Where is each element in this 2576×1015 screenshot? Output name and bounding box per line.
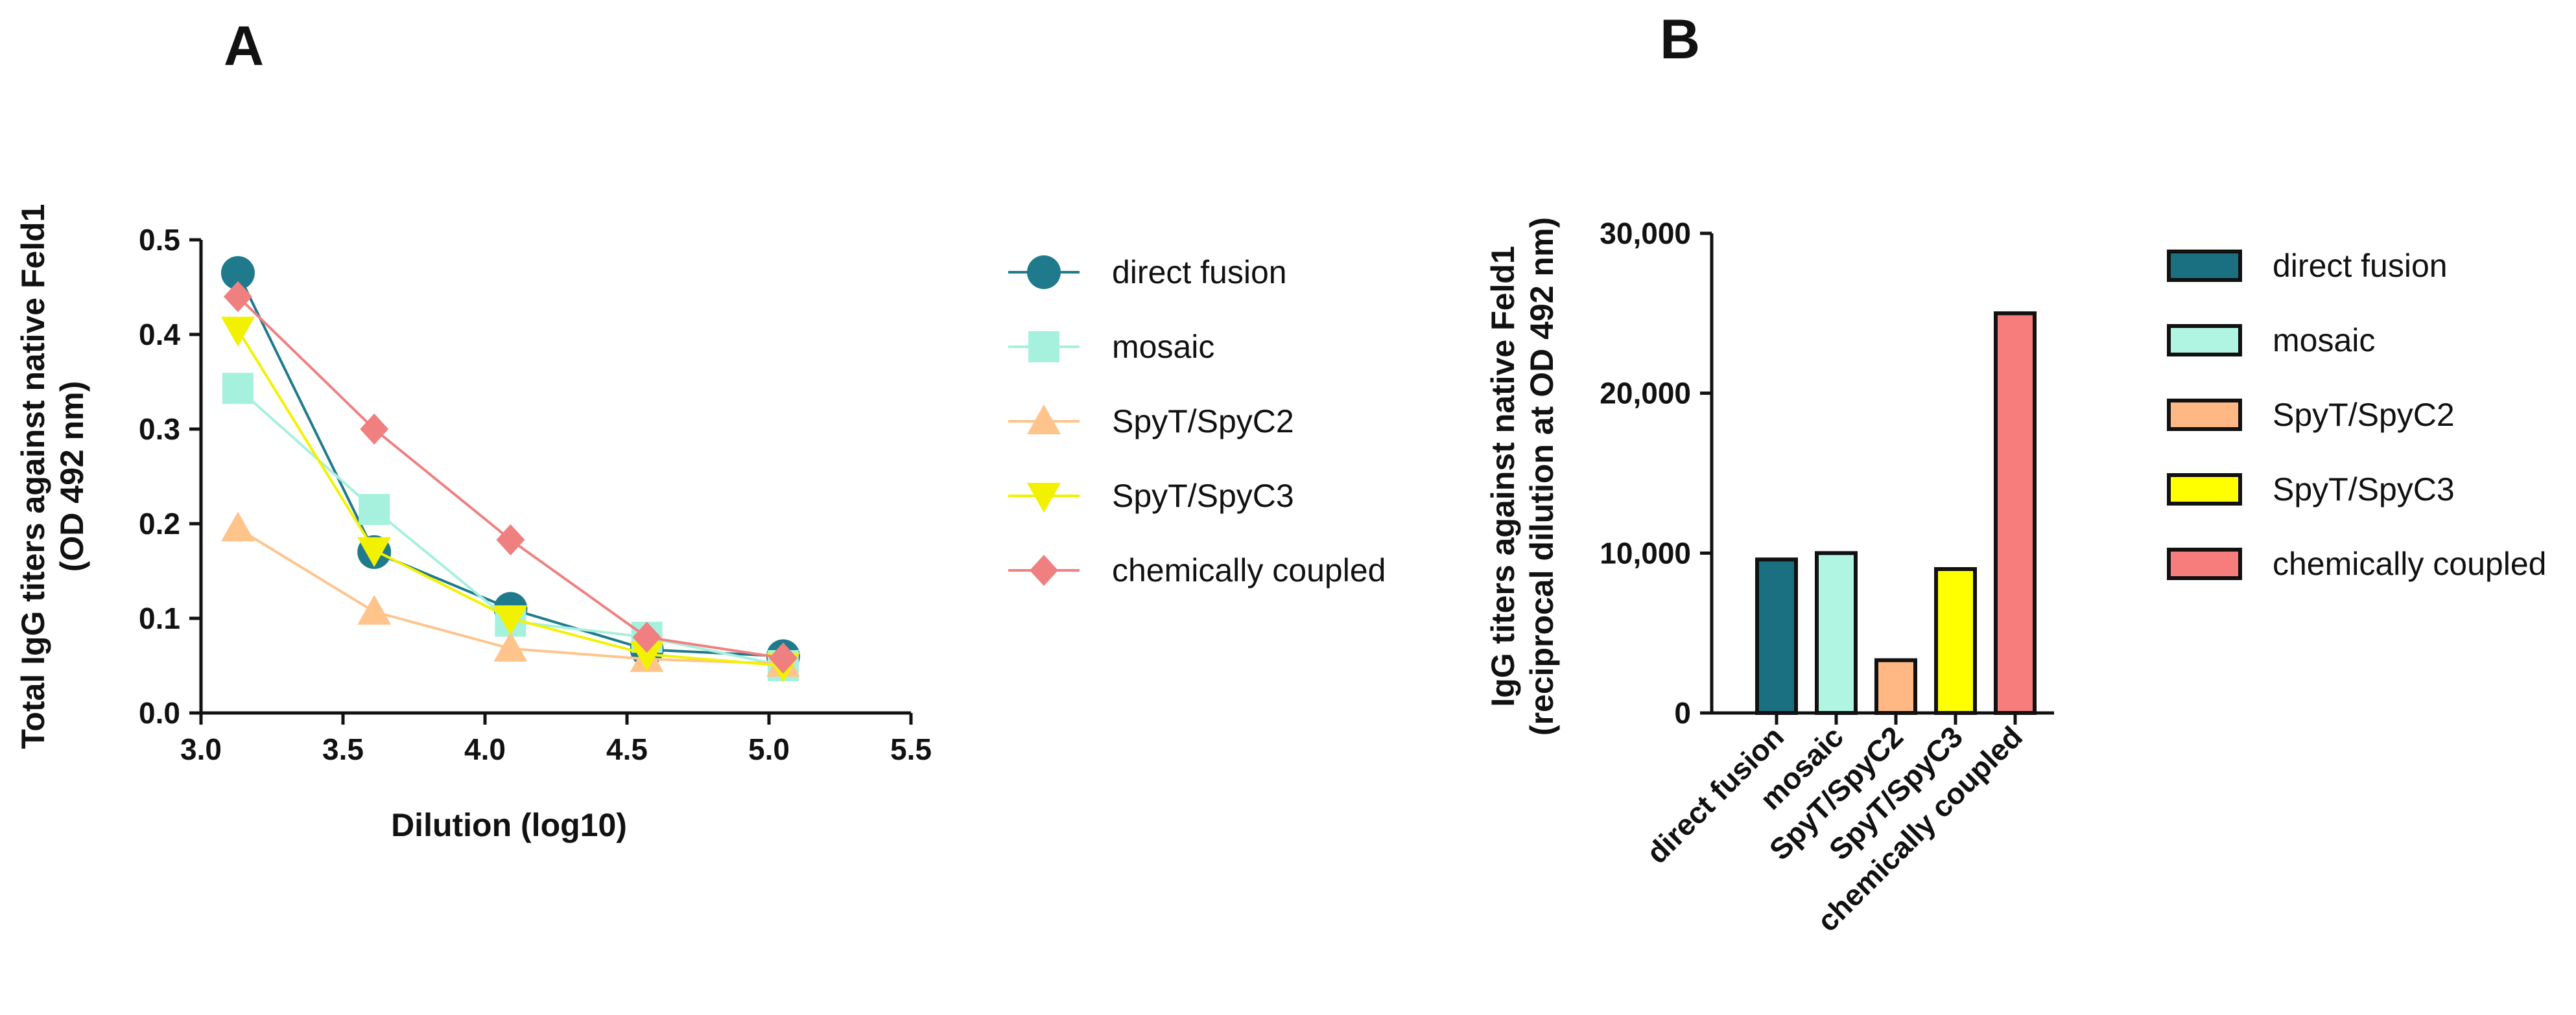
legend-item-spyt-spyc3: SpyT/SpyC3 bbox=[2167, 471, 2455, 508]
panel-a-x-tick-label: 3.0 bbox=[180, 732, 222, 766]
legend-label: direct fusion bbox=[2273, 248, 2448, 284]
legend-swatch-chemically-coupled bbox=[2167, 548, 2242, 580]
data-point-spyt-spyc3 bbox=[493, 605, 528, 635]
legend-label: SpyT/SpyC3 bbox=[1112, 478, 1294, 514]
legend-item-direct-fusion: direct fusion bbox=[2167, 248, 2448, 284]
data-point-spyt-spyc2 bbox=[357, 594, 392, 625]
panel-b-y-tick-label: 0 bbox=[1674, 696, 1691, 730]
panel-a-series bbox=[220, 256, 800, 682]
legend-label: mosaic bbox=[2273, 322, 2375, 358]
legend-label: chemically coupled bbox=[1112, 552, 1386, 589]
legend-item-chemically-coupled: chemically coupled bbox=[2167, 546, 2546, 582]
legend-item-spyt-spyc2: SpyT/SpyC2 bbox=[2167, 397, 2455, 433]
legend-item-spyt-spyc2: SpyT/SpyC2 bbox=[1008, 403, 1294, 439]
legend-swatch-spyt-spyc3 bbox=[2167, 473, 2242, 506]
legend-swatch-direct-fusion bbox=[2167, 250, 2242, 282]
panel-b-bars bbox=[1755, 311, 2037, 716]
panel-a-y-tick-label: 0.0 bbox=[139, 696, 180, 730]
legend-item-chemically-coupled: chemically coupled bbox=[1008, 552, 1386, 589]
legend-label: mosaic bbox=[1112, 329, 1214, 365]
legend-item-spyt-spyc3: SpyT/SpyC3 bbox=[1008, 478, 1294, 514]
legend-swatch-mosaic bbox=[2167, 324, 2242, 356]
legend-label: SpyT/SpyC2 bbox=[1112, 403, 1294, 439]
panel-a-y-axis-title-line-1: Total IgG titers against native Feld1 bbox=[15, 204, 51, 749]
data-point-spyt-spyc3 bbox=[357, 537, 392, 567]
data-point-spyt-spyc3 bbox=[630, 641, 664, 671]
data-point-mosaic bbox=[359, 494, 390, 526]
panel-a-legend: direct fusion mosaic SpyT/SpyC2 SpyT/SpyC3 c… bbox=[1008, 254, 1386, 589]
legend-marker-direct-fusion bbox=[1027, 255, 1061, 289]
panel-b-y-axis-title: IgG titers against native Feld1 (reciproc… bbox=[1485, 217, 1560, 736]
legend-item-mosaic: mosaic bbox=[1008, 329, 1214, 365]
panel-a-line-chart: A Total IgG titers against native Feld1(… bbox=[15, 15, 1386, 843]
panel-a-x-tick-label: 4.5 bbox=[606, 732, 648, 766]
series-spyt-spyc3 bbox=[220, 316, 800, 682]
panel-a-x-tick-label: 5.5 bbox=[890, 732, 932, 766]
panel-a-x-tick-label: 3.5 bbox=[322, 732, 364, 766]
panel-a-y-tick-label: 0.2 bbox=[139, 507, 180, 541]
panel-a-y-tick-label: 0.1 bbox=[139, 601, 180, 635]
panel-b-legend: direct fusion mosaic SpyT/SpyC2 SpyT/SpyC3 c… bbox=[2167, 248, 2546, 582]
panel-b-bar-chart: B IgG titers against native Feld1 (recipr… bbox=[1485, 8, 2546, 938]
data-point-direct-fusion bbox=[220, 256, 255, 290]
bar-spyt-spyc3 bbox=[1934, 567, 1977, 715]
data-point-spyt-spyc3 bbox=[220, 316, 255, 347]
panel-a-x-axis-title: Dilution (log10) bbox=[391, 807, 627, 843]
legend-item-direct-fusion: direct fusion bbox=[1008, 254, 1287, 290]
legend-marker-spyt-spyc2 bbox=[1027, 404, 1061, 434]
data-point-mosaic bbox=[222, 373, 254, 404]
panel-a-y-tick-label: 0.5 bbox=[139, 223, 180, 257]
data-point-chemically-coupled bbox=[768, 642, 798, 674]
data-point-chemically-coupled bbox=[223, 281, 252, 312]
panel-b-letter: B bbox=[1660, 8, 1700, 71]
data-point-spyt-spyc2 bbox=[493, 631, 528, 662]
data-point-chemically-coupled bbox=[360, 414, 389, 445]
panel-b-y-axis-title-line-2: (reciprocal dilution at OD 492 nm) bbox=[1524, 217, 1560, 736]
panel-a-y-axis-title-line-2: (OD 492 nm) bbox=[54, 381, 90, 572]
panel-a-x-tick-label: 4.0 bbox=[464, 732, 506, 766]
panel-a-letter: A bbox=[224, 15, 264, 77]
legend-label: SpyT/SpyC3 bbox=[2273, 471, 2455, 508]
bar-mosaic bbox=[1815, 551, 1858, 715]
bar-chemically-coupled bbox=[1994, 311, 2037, 716]
bar-spyt-spyc2 bbox=[1874, 658, 1917, 715]
legend-label: SpyT/SpyC2 bbox=[2273, 397, 2455, 433]
legend-marker-chemically-coupled bbox=[1030, 555, 1058, 586]
panel-b-y-tick-label: 30,000 bbox=[1600, 216, 1691, 250]
data-point-chemically-coupled bbox=[496, 524, 525, 555]
bar-direct-fusion bbox=[1755, 557, 1798, 716]
series-chemically-coupled bbox=[223, 281, 798, 674]
legend-label: direct fusion bbox=[1112, 254, 1287, 290]
panel-b-y-tick-label: 10,000 bbox=[1600, 536, 1691, 570]
panel-b-y-tick-label: 20,000 bbox=[1600, 377, 1691, 410]
legend-marker-spyt-spyc3 bbox=[1027, 483, 1061, 513]
legend-marker-mosaic bbox=[1028, 331, 1059, 362]
panel-a-x-tick-label: 5.0 bbox=[748, 732, 790, 766]
panel-b-y-axis-title-line-1: IgG titers against native Feld1 bbox=[1485, 246, 1521, 706]
panel-a-axes: 0.0 0.1 0.2 0.3 0.4 0.5 3.0 3.5 4.0 4.5 5.0 5.5 bbox=[139, 223, 932, 766]
panel-a-y-axis-title: Total IgG titers against native Feld1 (OD… bbox=[15, 204, 90, 749]
panel-a-y-tick-label: 0.3 bbox=[139, 412, 180, 446]
data-point-spyt-spyc2 bbox=[220, 511, 255, 542]
legend-swatch-spyt-spyc2 bbox=[2167, 399, 2242, 431]
legend-item-mosaic: mosaic bbox=[2167, 322, 2375, 358]
data-point-chemically-coupled bbox=[632, 622, 661, 653]
panel-a-y-tick-label: 0.4 bbox=[139, 318, 180, 351]
legend-label: chemically coupled bbox=[2273, 546, 2546, 582]
